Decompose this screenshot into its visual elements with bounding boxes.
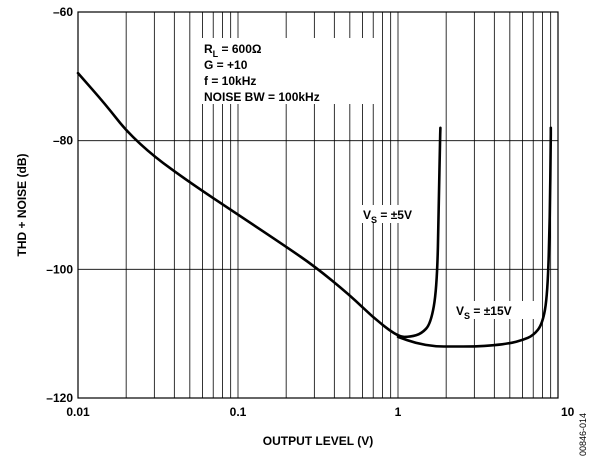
condition-load: RL = 600Ω [204, 42, 262, 59]
tick-labels: 0.01 0.1 1 10 –60 –80 –100 –120 [46, 5, 574, 419]
y-tick-label: –60 [53, 5, 73, 19]
series-label-15v-background [454, 301, 538, 319]
condition-gain: G = +10 [204, 58, 248, 72]
condition-frequency: f = 10kHz [204, 74, 256, 88]
svg-text:VS = ±5V: VS = ±5V [363, 208, 412, 225]
conditions-annotation: RL = 600Ω G = +10 f = 10kHz NOISE BW = 1… [198, 38, 378, 104]
curves [76, 71, 553, 348]
figure-id: 00846-014 [578, 413, 588, 456]
y-tick-label: –100 [46, 262, 73, 276]
plot-frame [77, 11, 559, 399]
y-tick-label: –120 [46, 391, 73, 405]
x-tick-label: 0.1 [230, 405, 247, 419]
y-axis-title: THD + NOISE (dB) [15, 153, 29, 256]
series-label-15v: VS = ±15V [454, 301, 538, 321]
curve-vs-15v [396, 126, 553, 348]
x-axis-title: OUTPUT LEVEL (V) [263, 434, 373, 448]
series-label-5v: VS = ±5V [361, 205, 433, 225]
condition-noise-bw: NOISE BW = 100kHz [204, 90, 320, 104]
svg-text:VS = ±15V: VS = ±15V [456, 304, 512, 321]
y-tick-label: –80 [53, 134, 73, 148]
x-tick-label: 10 [561, 405, 575, 419]
x-tick-label: 0.01 [66, 405, 90, 419]
x-tick-label: 1 [395, 405, 402, 419]
series-label-5v-background [361, 205, 433, 223]
curve-vs-5v [76, 71, 442, 339]
conditions-background [198, 38, 378, 104]
